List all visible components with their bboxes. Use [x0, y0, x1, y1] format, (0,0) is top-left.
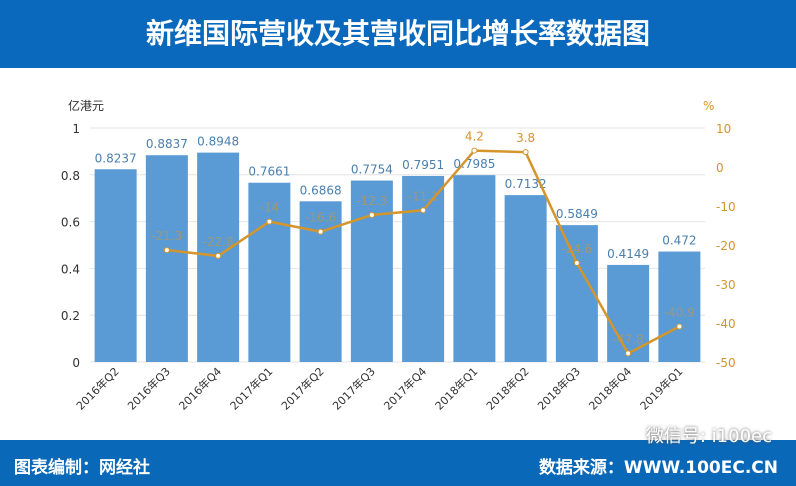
- bar-data-label: 0.7661: [248, 165, 290, 179]
- y-tick-label: 1: [72, 122, 80, 136]
- bar: [145, 155, 188, 362]
- growth-point: [266, 218, 273, 225]
- y2-axis-label: %: [703, 99, 714, 113]
- growth-data-label: 3.8: [516, 131, 535, 145]
- growth-data-label: -40.9: [664, 306, 695, 320]
- y-tick-label: 0.8: [61, 169, 80, 183]
- x-tick-label: 2017年Q1: [227, 364, 276, 413]
- bar: [607, 264, 650, 362]
- growth-point: [522, 149, 529, 156]
- bar: [94, 169, 137, 362]
- y-axis-label: 亿港元: [68, 98, 104, 113]
- bar: [555, 225, 598, 362]
- y2-tick-label: -10: [716, 200, 736, 214]
- footer-credit: 图表编制：网经社: [14, 458, 150, 478]
- growth-point: [625, 350, 632, 357]
- x-tick-label: 2018年Q1: [432, 364, 481, 413]
- growth-point: [573, 259, 580, 266]
- x-tick-label: 2018年Q4: [586, 364, 635, 413]
- bar-data-label: 0.8948: [197, 135, 239, 149]
- x-tick-label: 2017年Q2: [278, 364, 327, 413]
- y-tick-label: 0.6: [61, 216, 80, 230]
- chart: 0 0.2 0.4 0.6 0.8 1 -50 -40 -30 -20 -10 0 10 亿港元 % 0.82…: [61, 98, 736, 413]
- bar-data-label: 0.7985: [453, 157, 495, 171]
- y2-tick-label: -50: [716, 356, 736, 370]
- y2-tick-label: 10: [716, 122, 731, 136]
- growth-data-label: -12.3: [356, 194, 387, 208]
- growth-data-label: -11.1: [408, 189, 439, 203]
- growth-data-label: -47.8: [613, 332, 644, 346]
- bar: [299, 201, 342, 362]
- x-tick-label: 2016年Q4: [176, 364, 225, 413]
- growth-data-label: -14: [260, 201, 280, 215]
- growth-data-label: -22.8: [203, 235, 234, 249]
- growth-data-label: -24.6: [561, 242, 592, 256]
- y2-tick-label: 0: [716, 161, 724, 175]
- bar-data-label: 0.7754: [351, 163, 393, 177]
- bar-data-label: 0.7951: [402, 158, 444, 172]
- bar: [453, 175, 496, 362]
- bar: [504, 195, 547, 362]
- y2-tick-label: -30: [716, 278, 736, 292]
- footer: 图表编制：网经社 数据来源：WWW.100EC.CN: [0, 440, 796, 486]
- x-tick-label: 2016年Q2: [73, 364, 122, 413]
- growth-point: [215, 252, 222, 259]
- wechat-watermark: 微信号: i100ec: [645, 426, 772, 447]
- x-tick-label: 2019年Q1: [637, 364, 686, 413]
- bar-data-label: 0.6868: [300, 183, 342, 197]
- bar-data-label: 0.472: [662, 234, 696, 248]
- bar: [402, 175, 445, 362]
- bar-data-label: 0.7132: [505, 177, 547, 191]
- bar-data-label: 0.5849: [556, 207, 598, 221]
- growth-point: [163, 247, 170, 254]
- growth-point: [368, 211, 375, 218]
- growth-data-label: -16.6: [305, 211, 336, 225]
- growth-data-label: -21.3: [151, 229, 182, 243]
- y-tick-label: 0: [72, 356, 80, 370]
- growth-point: [676, 323, 683, 330]
- x-tick-label: 2016年Q3: [124, 364, 173, 413]
- y2-tick-label: -40: [716, 317, 736, 331]
- bar-data-label: 0.4149: [607, 247, 649, 261]
- bar-data-label: 0.8237: [95, 151, 137, 165]
- x-tick-label: 2018年Q2: [483, 364, 532, 413]
- x-tick-label: 2018年Q3: [534, 364, 583, 413]
- y-tick-label: 0.2: [61, 309, 80, 323]
- y2-tick-label: -20: [716, 239, 736, 253]
- y-tick-label: 0.4: [61, 262, 80, 276]
- bar: [658, 251, 701, 362]
- bar: [350, 180, 393, 362]
- growth-point: [317, 228, 324, 235]
- chart-title: 新维国际营收及其营收同比增长率数据图: [0, 0, 796, 68]
- bar: [248, 182, 291, 362]
- bar-data-label: 0.8837: [146, 137, 188, 151]
- x-tick-label: 2017年Q4: [381, 364, 430, 413]
- growth-point: [420, 207, 427, 214]
- growth-point: [471, 147, 478, 154]
- growth-data-label: 4.2: [465, 130, 484, 144]
- x-tick-label: 2017年Q3: [329, 364, 378, 413]
- footer-source: 数据来源：WWW.100EC.CN: [538, 458, 778, 478]
